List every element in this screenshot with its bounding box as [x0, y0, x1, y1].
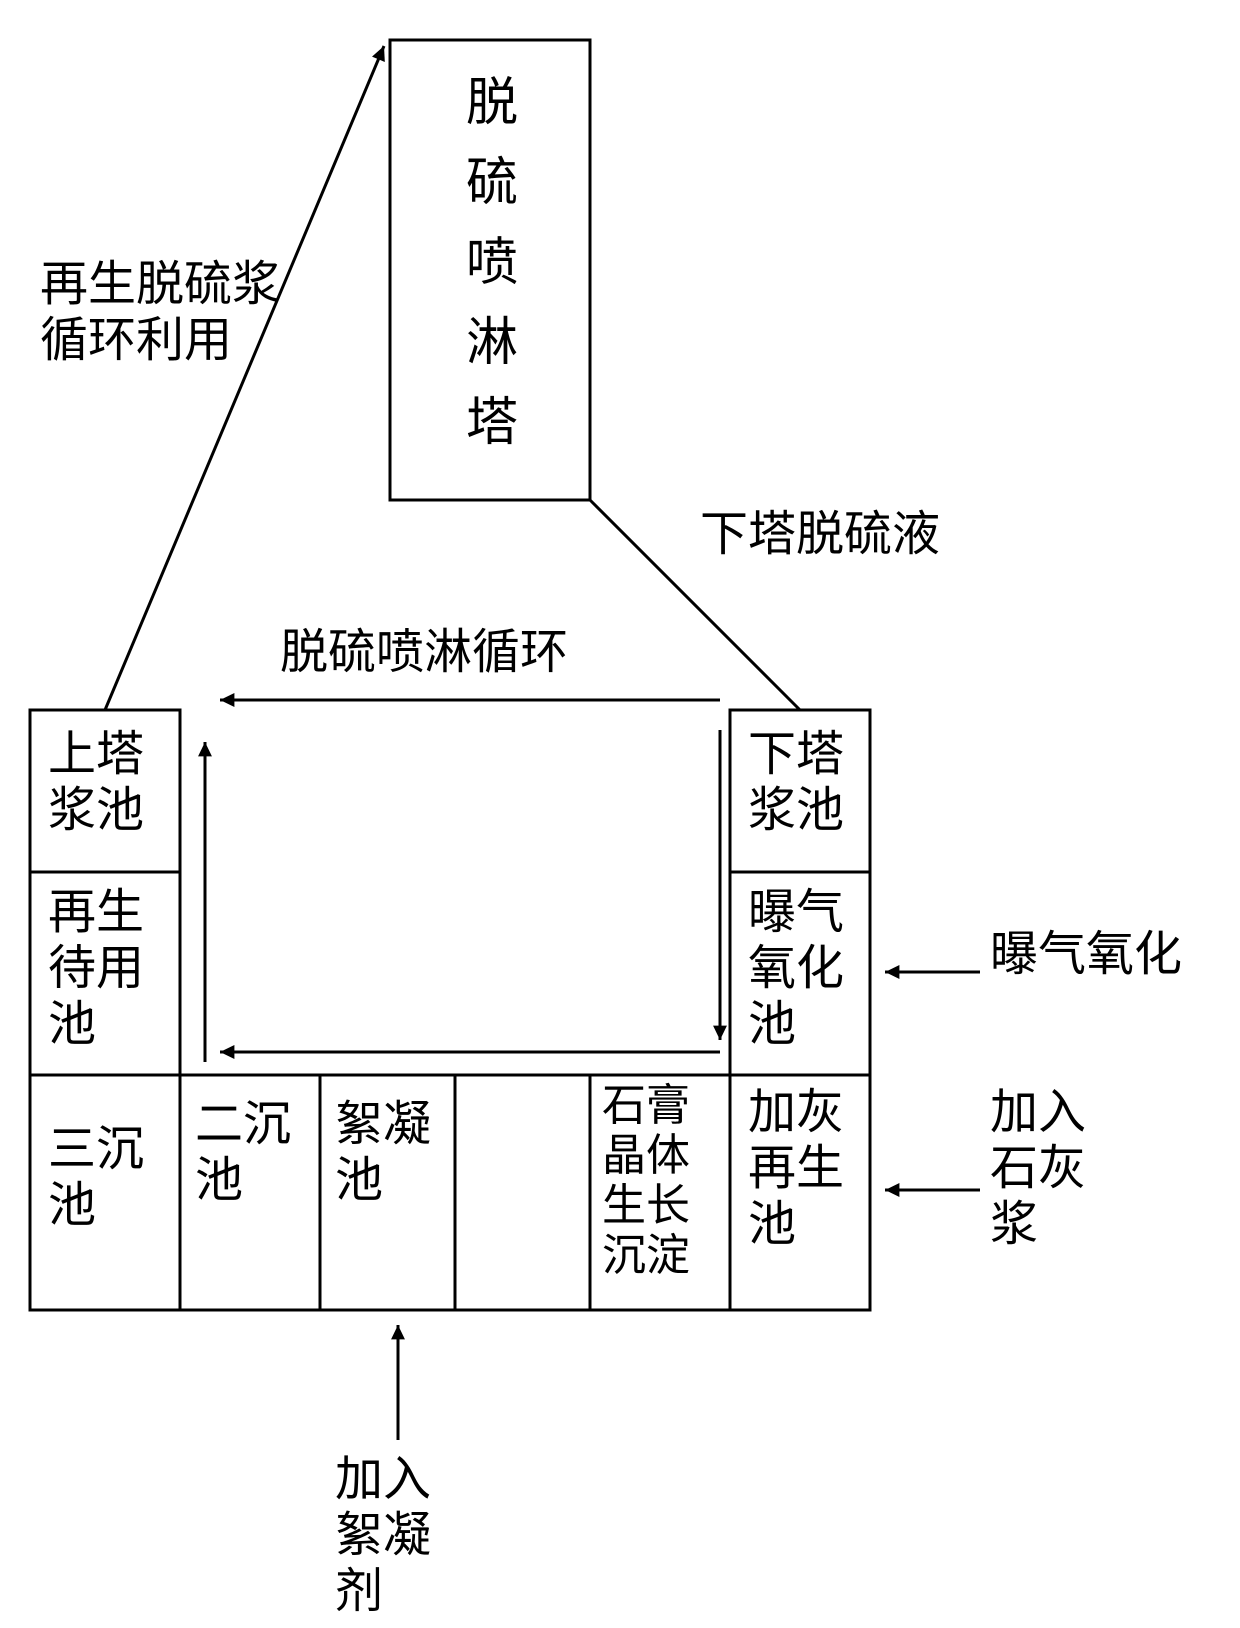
ext-add-floc-label: 加入 — [335, 1453, 431, 1506]
down-pulp-tank-label: 浆池 — [748, 784, 844, 837]
settle-2-label: 池 — [195, 1154, 243, 1207]
lime-regen-label: 再生 — [748, 1142, 844, 1195]
spray-cycle-label: 脱硫喷淋循环 — [280, 626, 568, 679]
arrow-ext-floc-head — [391, 1325, 405, 1339]
settle-3-label: 三沉 — [48, 1123, 144, 1176]
spray-tower-label: 淋 — [466, 315, 518, 372]
ext-add-floc-label: 絮凝 — [335, 1509, 431, 1562]
down-pulp-tank-label: 下塔 — [748, 728, 844, 781]
spray-tower-label: 塔 — [466, 395, 518, 452]
floc-tank-label: 池 — [335, 1154, 383, 1207]
regen-cycle-label: 循环利用 — [40, 314, 232, 367]
floc-tank-label: 絮凝 — [335, 1098, 431, 1151]
gypsum-label: 生长 — [602, 1181, 690, 1230]
arrow-inner-up-head — [198, 742, 212, 756]
gypsum-label: 沉淀 — [602, 1231, 690, 1280]
ext-aeration-label: 曝气氧化 — [990, 928, 1182, 981]
upper-pulp-tank-label: 上塔 — [48, 728, 144, 781]
regen-cycle-label: 再生脱硫浆 — [40, 258, 280, 311]
aeration-tank-label: 曝气 — [748, 886, 844, 939]
spray-tower-label: 硫 — [466, 155, 518, 212]
settle-2-label: 二沉 — [195, 1098, 291, 1151]
arrow-inner-left-head — [220, 1045, 234, 1059]
settle-3-label: 池 — [48, 1179, 96, 1232]
spray-tower-label: 喷 — [466, 235, 518, 292]
arrow-to-tower — [105, 46, 384, 710]
ext-add-lime-label: 加入 — [990, 1086, 1086, 1139]
arrow-ext-aeration-head — [885, 965, 899, 979]
regen-ready-tank-label: 待用 — [48, 942, 144, 995]
aeration-tank-label: 池 — [748, 998, 796, 1051]
regen-ready-tank-label: 池 — [48, 998, 96, 1051]
gypsum-label: 晶体 — [602, 1131, 690, 1180]
arrow-inner-down-head — [713, 1026, 727, 1040]
downtower-liquid-label: 下塔脱硫液 — [700, 508, 940, 561]
gypsum-label: 石膏 — [602, 1081, 690, 1130]
ext-add-lime-label: 浆 — [990, 1198, 1038, 1251]
upper-pulp-tank-label: 浆池 — [48, 784, 144, 837]
ext-add-lime-label: 石灰 — [990, 1142, 1086, 1195]
regen-ready-tank-label: 再生 — [48, 886, 144, 939]
arrow-spray-cycle-head — [220, 693, 234, 707]
ext-add-floc-label: 剂 — [335, 1565, 383, 1618]
arrow-ext-lime-head — [885, 1183, 899, 1197]
lime-regen-label: 池 — [748, 1198, 796, 1251]
aeration-tank-label: 氧化 — [748, 942, 844, 995]
spray-tower-label: 脱 — [466, 75, 518, 132]
lime-regen-label: 加灰 — [748, 1086, 844, 1139]
